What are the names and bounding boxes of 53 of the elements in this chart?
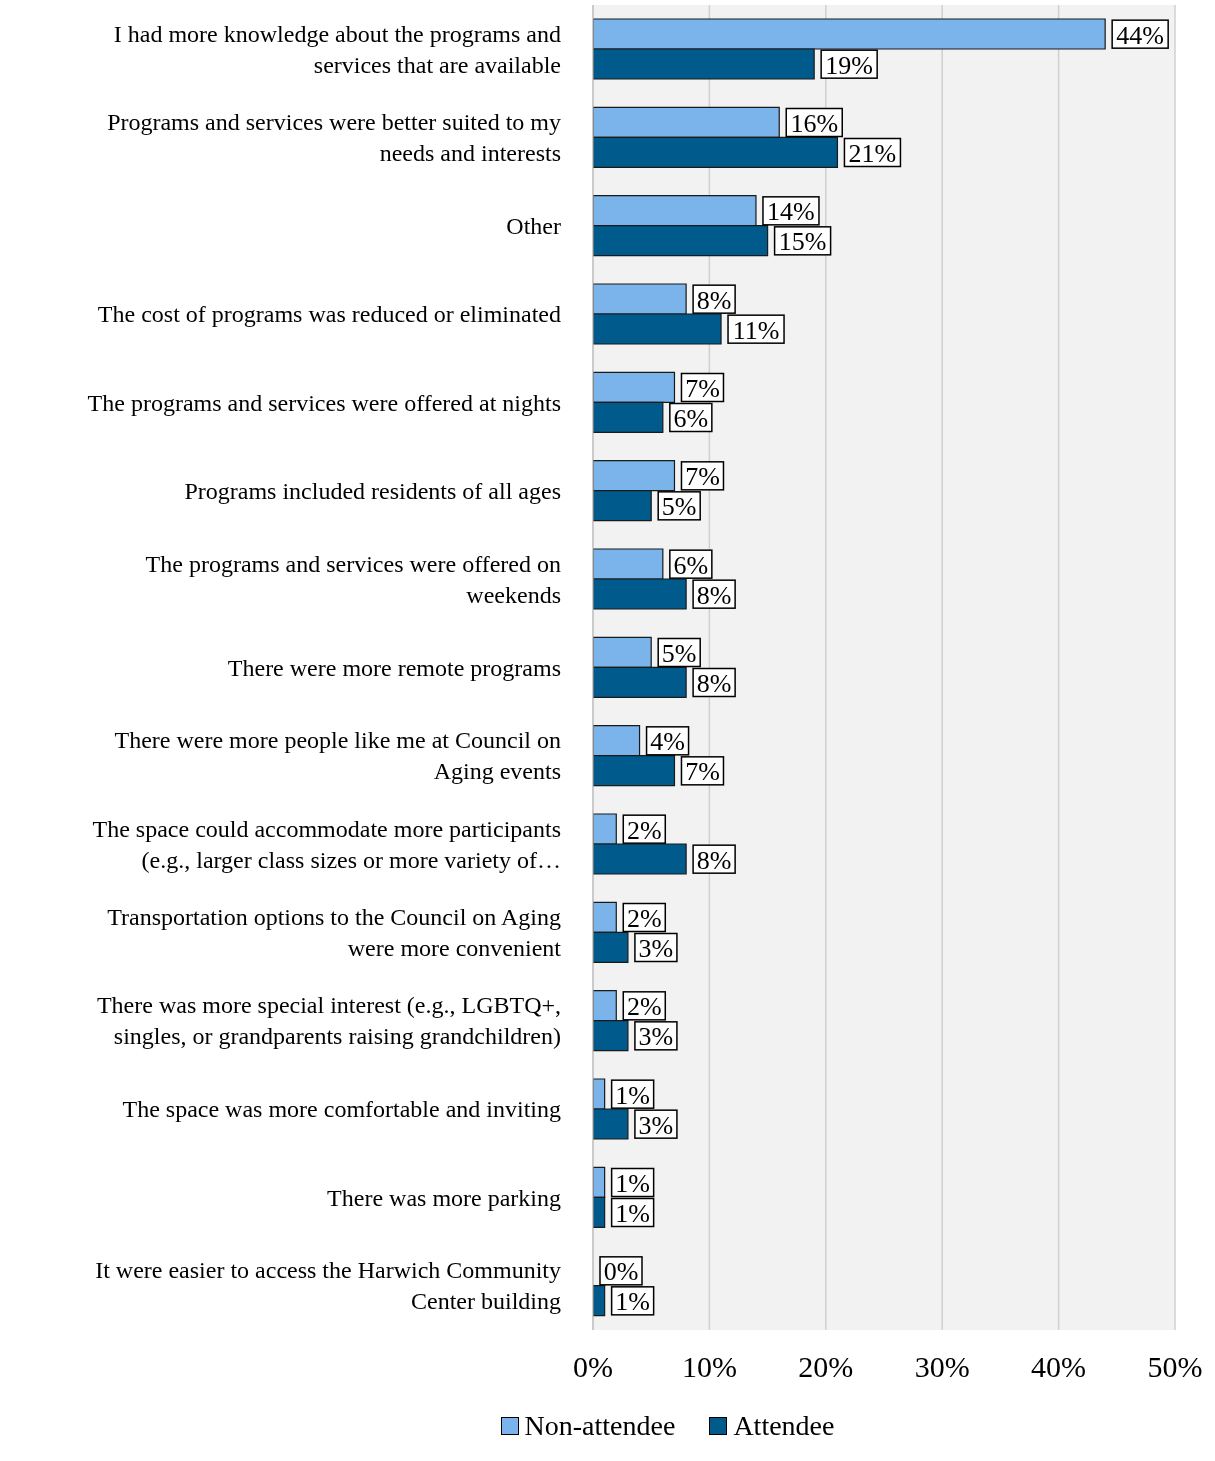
y-tick-label: The programs and services were offered at nights	[87, 389, 561, 416]
x-tick-label: 0%	[573, 1350, 613, 1384]
y-tick-label: It were easier to access the Harwich Community Center building	[95, 1257, 561, 1315]
y-tick-label: The space was more comfortable and inviting	[122, 1096, 561, 1123]
data-label: 4%	[650, 727, 685, 757]
data-label: 1%	[615, 1199, 650, 1228]
data-label: 21%	[848, 139, 897, 168]
data-label: 14%	[767, 197, 815, 227]
data-label: 44%	[1116, 20, 1164, 50]
data-label: 5%	[661, 492, 697, 522]
data-label: 1%	[615, 1080, 650, 1110]
y-tick-label: Programs included residents of all ages	[184, 477, 561, 504]
data-label: 3%	[638, 934, 674, 963]
data-label: 7%	[685, 374, 720, 403]
data-label: 2%	[626, 815, 662, 845]
x-tick-label: 40%	[1031, 1350, 1087, 1384]
data-label: 8%	[696, 845, 732, 875]
y-tick-label: There were more people like me at Council on Aging events	[114, 727, 561, 785]
y-tick-label: The cost of programs was reduced or eliminated	[97, 301, 561, 328]
data-label: 1%	[615, 1287, 650, 1317]
data-label: 8%	[696, 285, 732, 315]
data-label: 6%	[673, 404, 709, 433]
y-tick-label: Programs and services were better suited to my needs and interests	[107, 109, 561, 166]
y-tick-label: Transportation options to the Council on Aging were more convenient	[107, 904, 562, 961]
x-tick-label: 20%	[798, 1350, 854, 1384]
data-label: 7%	[685, 462, 720, 492]
data-label: 1%	[615, 1169, 650, 1198]
legend-label: Non-attendee	[524, 1410, 676, 1442]
data-label: 19%	[825, 50, 873, 80]
data-label: 3%	[638, 1022, 674, 1052]
x-tick-label: 10%	[681, 1350, 737, 1384]
x-tick-label: 30%	[914, 1350, 970, 1384]
y-tick-label: I had more knowledge about the programs and services that are available	[113, 20, 561, 78]
data-label: 8%	[696, 580, 732, 610]
data-label: 3%	[638, 1110, 674, 1140]
data-label: 6%	[673, 550, 709, 580]
y-tick-label: There were more remote programs	[227, 654, 561, 681]
legend-label: Attendee	[733, 1410, 835, 1442]
data-label: 0%	[603, 1257, 639, 1287]
data-label: 15%	[778, 227, 827, 257]
data-label: 8%	[696, 669, 732, 698]
y-tick-label: There was more special interest (e.g., LGBTQ+, singles, or grandparents raising grandchildren)	[96, 992, 561, 1050]
y-tick-label: The space could accommodate more participants (e.g., larger class sizes or more variety of…	[92, 815, 561, 873]
data-label: 7%	[685, 757, 720, 787]
x-tick-label: 50%	[1147, 1350, 1203, 1384]
data-label: 16%	[790, 109, 839, 138]
y-tick-label: The programs and services were offered on weekends	[145, 550, 561, 608]
data-label: 2%	[626, 904, 662, 933]
data-label: 5%	[661, 639, 697, 668]
data-label: 2%	[626, 992, 662, 1022]
y-tick-label: Other	[506, 212, 561, 239]
data-label: 11%	[732, 315, 780, 345]
y-tick-label: There was more parking	[327, 1184, 561, 1211]
